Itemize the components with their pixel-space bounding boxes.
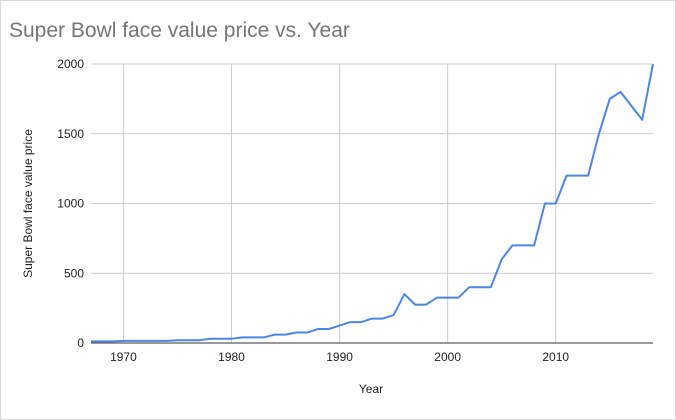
y-tick-label: 1000 bbox=[57, 197, 84, 211]
x-tick-label: 2000 bbox=[434, 350, 461, 364]
chart-title: Super Bowl face value price vs. Year bbox=[9, 19, 350, 42]
x-tick-label: 1970 bbox=[110, 350, 137, 364]
x-axis-label: Year bbox=[359, 382, 383, 396]
x-axis-ticks: 1970 1980 1990 2000 2010 bbox=[110, 350, 569, 364]
x-tick-label: 2010 bbox=[542, 350, 569, 364]
x-tick-label: 1980 bbox=[218, 350, 245, 364]
y-tick-label: 500 bbox=[64, 266, 84, 280]
price-series-line bbox=[91, 63, 654, 343]
y-tick-label: 0 bbox=[77, 336, 84, 350]
grid-lines bbox=[91, 63, 653, 343]
y-tick-label: 2000 bbox=[57, 57, 84, 71]
y-axis-ticks: 0 500 1000 1500 2000 bbox=[57, 57, 84, 350]
y-tick-label: 1500 bbox=[57, 127, 84, 141]
y-axis-label: Super Bowl face value price bbox=[21, 129, 35, 278]
x-tick-label: 1990 bbox=[326, 350, 353, 364]
